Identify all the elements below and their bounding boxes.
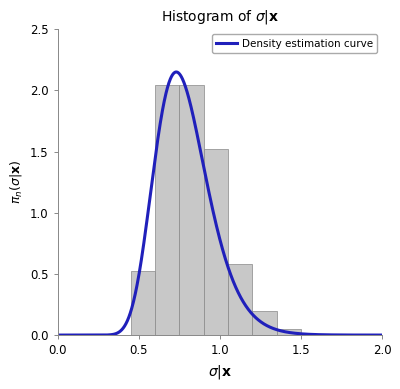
- Bar: [204, 149, 228, 335]
- Bar: [155, 86, 179, 335]
- Density estimation curve: [174, 70, 179, 74]
- Legend: Density estimation curve: Density estimation curve: [212, 34, 377, 53]
- Density estimation curve: [334, 333, 339, 337]
- Bar: [179, 86, 204, 335]
- Density estimation curve: [340, 333, 345, 337]
- X-axis label: $\sigma|\mathbf{x}$: $\sigma|\mathbf{x}$: [208, 363, 232, 381]
- Bar: [252, 310, 277, 335]
- Title: Histogram of $\sigma|\mathbf{x}$: Histogram of $\sigma|\mathbf{x}$: [161, 8, 279, 26]
- Density estimation curve: [200, 158, 205, 163]
- Y-axis label: $\pi_n(\sigma|\mathbf{x})$: $\pi_n(\sigma|\mathbf{x})$: [8, 160, 24, 204]
- Bar: [277, 329, 301, 335]
- Line: Density estimation curve: Density estimation curve: [58, 72, 400, 335]
- Density estimation curve: [301, 332, 306, 336]
- Bar: [131, 272, 155, 335]
- Density estimation curve: [213, 219, 218, 224]
- Density estimation curve: [92, 333, 96, 337]
- Density estimation curve: [55, 333, 60, 337]
- Bar: [228, 264, 252, 335]
